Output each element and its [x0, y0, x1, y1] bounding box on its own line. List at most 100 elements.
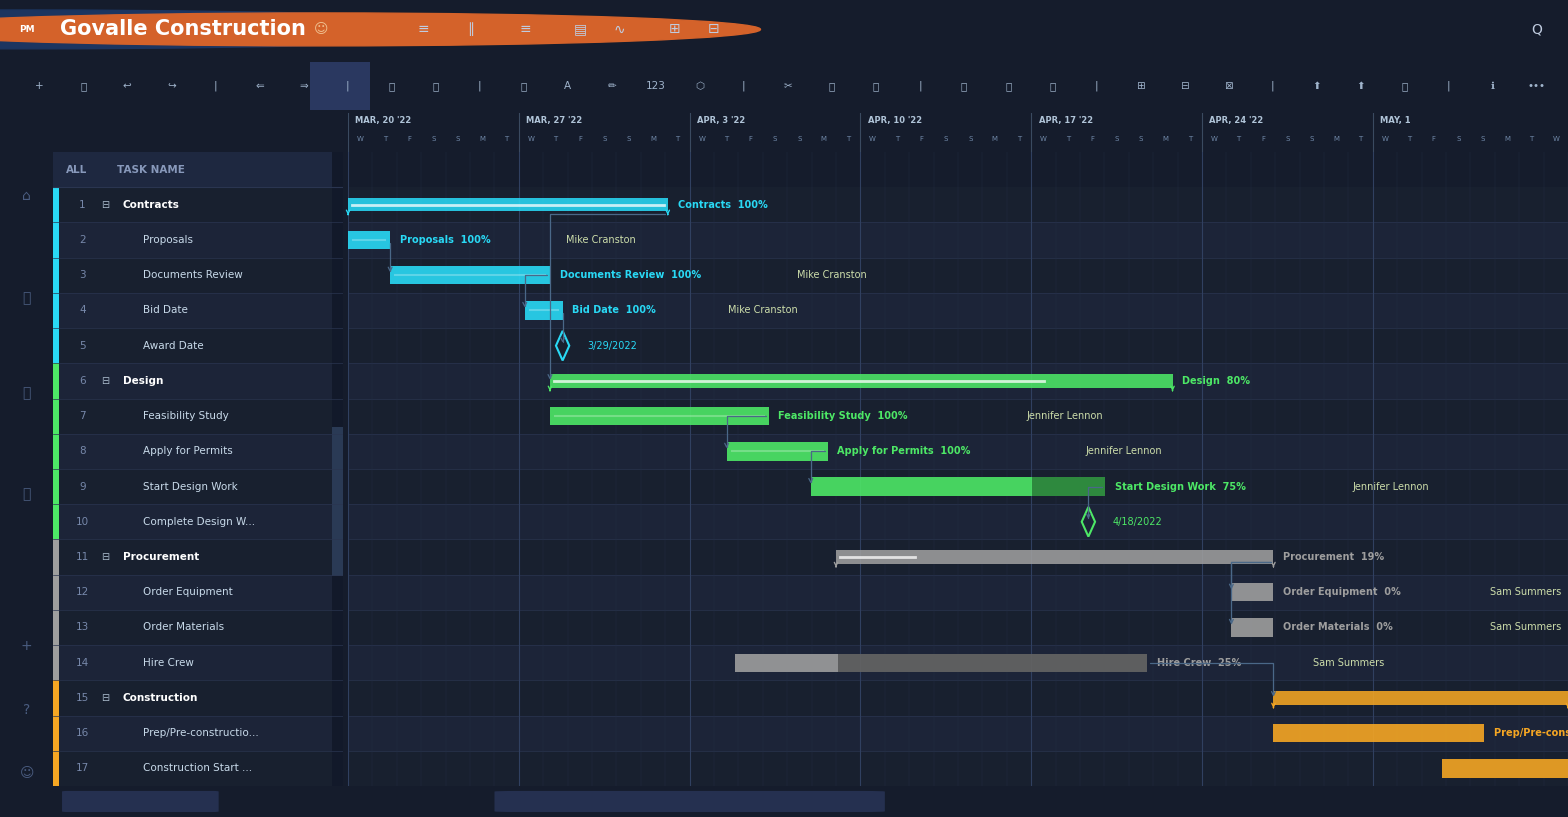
Bar — [53, 609, 60, 645]
Bar — [726, 442, 828, 461]
Text: 🖨: 🖨 — [1402, 81, 1408, 91]
Bar — [53, 645, 343, 681]
Text: •••: ••• — [1527, 81, 1546, 91]
Bar — [53, 328, 343, 364]
Text: Start Design Work  75%: Start Design Work 75% — [1115, 481, 1247, 492]
Text: 16: 16 — [75, 728, 89, 738]
Text: S: S — [944, 136, 949, 142]
Text: 4: 4 — [78, 306, 86, 315]
Bar — [53, 574, 60, 609]
Text: |: | — [919, 81, 922, 91]
FancyBboxPatch shape — [63, 791, 218, 812]
Bar — [53, 257, 343, 292]
Text: ⛓: ⛓ — [433, 81, 439, 91]
Bar — [836, 551, 1273, 564]
Bar — [348, 434, 1568, 469]
Text: Procurement  19%: Procurement 19% — [1283, 552, 1385, 562]
Bar — [348, 187, 1568, 222]
Text: 🗑: 🗑 — [521, 81, 527, 91]
Text: ⌂: ⌂ — [22, 190, 31, 203]
Text: F: F — [1261, 136, 1265, 142]
Text: +: + — [20, 640, 33, 654]
Bar — [53, 364, 60, 399]
Text: ⊠: ⊠ — [1225, 81, 1232, 91]
Text: 👤: 👤 — [80, 81, 86, 91]
Bar — [348, 469, 1568, 504]
Bar — [310, 61, 370, 110]
Text: ☺: ☺ — [19, 766, 34, 780]
Text: T: T — [1529, 136, 1534, 142]
Text: W: W — [358, 136, 364, 142]
Text: T: T — [895, 136, 898, 142]
Text: Start Design Work: Start Design Work — [143, 481, 238, 492]
Text: ⊞: ⊞ — [1135, 81, 1145, 91]
Text: ☺: ☺ — [314, 22, 329, 37]
Text: 3/29/2022: 3/29/2022 — [586, 341, 637, 350]
Text: ℹ: ℹ — [1491, 81, 1494, 91]
Text: Order Equipment  0%: Order Equipment 0% — [1283, 587, 1400, 597]
Bar — [53, 469, 343, 504]
Text: W: W — [1552, 136, 1559, 142]
FancyBboxPatch shape — [494, 791, 884, 812]
Text: Proposals  100%: Proposals 100% — [400, 235, 491, 245]
Text: ✂: ✂ — [784, 81, 792, 91]
Text: ≡: ≡ — [519, 22, 532, 37]
Text: 10: 10 — [75, 517, 89, 527]
Text: ⊟: ⊟ — [102, 376, 110, 386]
Text: ⛓: ⛓ — [961, 81, 967, 91]
Text: Construction Start ...: Construction Start ... — [143, 763, 252, 774]
Bar — [53, 399, 60, 434]
Text: F: F — [919, 136, 924, 142]
Bar — [348, 231, 390, 249]
Text: ⊞: ⊞ — [668, 22, 681, 37]
Bar — [53, 152, 343, 187]
Text: ↩: ↩ — [122, 81, 132, 91]
Text: 3: 3 — [78, 270, 86, 280]
Text: M: M — [1333, 136, 1339, 142]
Text: ⊟: ⊟ — [102, 552, 110, 562]
Text: M: M — [1504, 136, 1510, 142]
Text: 12: 12 — [75, 587, 89, 597]
Text: S: S — [773, 136, 778, 142]
Text: ∥: ∥ — [467, 22, 474, 37]
Text: 1: 1 — [78, 200, 86, 210]
Text: ✏: ✏ — [607, 81, 616, 91]
Bar — [53, 434, 343, 469]
Text: S: S — [1138, 136, 1143, 142]
Text: APR, 3 '22: APR, 3 '22 — [698, 116, 745, 125]
Text: MAR, 27 '22: MAR, 27 '22 — [527, 116, 582, 125]
Bar — [53, 257, 60, 292]
Bar — [348, 399, 1568, 434]
Text: MAR, 20 '22: MAR, 20 '22 — [356, 116, 412, 125]
Text: APR, 17 '22: APR, 17 '22 — [1038, 116, 1093, 125]
Text: 17: 17 — [75, 763, 89, 774]
Text: Design  80%: Design 80% — [1182, 376, 1250, 386]
Text: Hire Crew  25%: Hire Crew 25% — [1157, 658, 1242, 667]
Text: ∿: ∿ — [613, 22, 626, 37]
Text: 11: 11 — [75, 552, 89, 562]
Bar — [53, 574, 343, 609]
Text: ⊟: ⊟ — [707, 22, 720, 37]
Bar — [348, 751, 1568, 786]
Text: 6: 6 — [78, 376, 86, 386]
Text: ⊟: ⊟ — [1181, 81, 1189, 91]
Text: Bid Date  100%: Bid Date 100% — [572, 306, 655, 315]
Text: W: W — [1381, 136, 1388, 142]
Bar — [53, 504, 343, 539]
Bar — [1032, 477, 1105, 496]
Bar — [53, 716, 60, 751]
Text: F: F — [579, 136, 582, 142]
Text: T: T — [1237, 136, 1240, 142]
Text: TASK NAME: TASK NAME — [118, 164, 185, 175]
Bar — [53, 364, 343, 399]
Text: |: | — [345, 81, 350, 91]
Text: Mike Cranston: Mike Cranston — [566, 235, 635, 245]
Bar — [525, 301, 563, 319]
Text: ⏱: ⏱ — [22, 291, 31, 305]
Text: S: S — [602, 136, 607, 142]
Bar — [348, 609, 1568, 645]
Bar — [53, 292, 343, 328]
Bar — [53, 716, 343, 751]
Text: ≡: ≡ — [417, 22, 430, 37]
Bar — [348, 681, 1568, 716]
